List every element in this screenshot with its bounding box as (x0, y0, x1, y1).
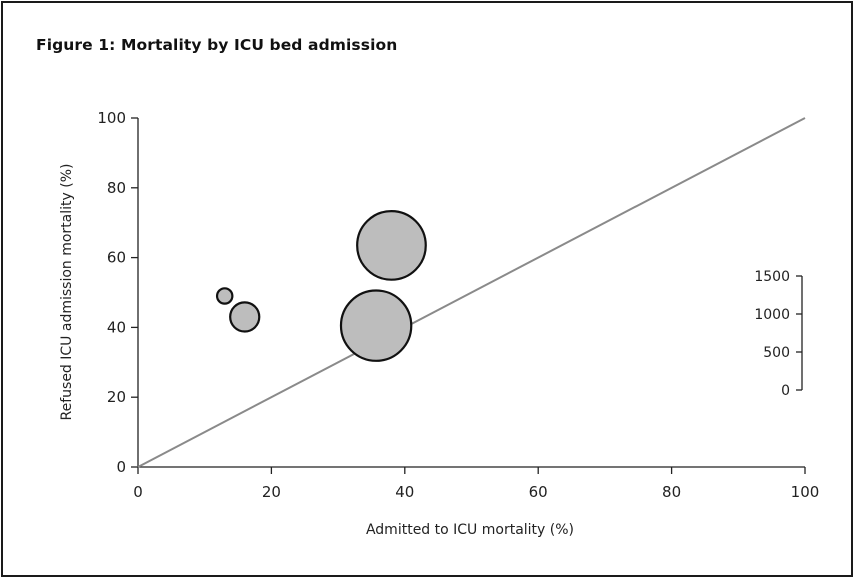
x-axis-label: Admitted to ICU mortality (%) (366, 522, 574, 538)
x-tick-label: 20 (262, 483, 281, 501)
bubble-point (215, 287, 234, 305)
y-tick-label: 40 (107, 318, 126, 336)
y-axis-label: Refused ICU admission mortality (%) (59, 164, 75, 421)
y-tick-label: 80 (107, 179, 126, 197)
size-legend: 0 500 1000 1500 (754, 269, 803, 399)
bubbles (215, 209, 427, 362)
x-tick-label: 100 (791, 483, 820, 501)
x-tick-label: 40 (395, 483, 414, 501)
size-legend-label: 1000 (754, 307, 790, 323)
size-legend-label: 500 (763, 345, 790, 361)
x-tick-label: 80 (662, 483, 681, 501)
x-tick-label: 60 (529, 483, 548, 501)
bubble-point (356, 209, 427, 281)
y-tick-label: 0 (116, 458, 126, 476)
y-tick-label: 60 (107, 249, 126, 267)
figure-title: Figure 1: Mortality by ICU bed admission (36, 36, 398, 54)
x-tick-label: 0 (133, 483, 143, 501)
reference-line (137, 117, 806, 468)
bubble-point (229, 301, 261, 333)
y-tick-label: 100 (97, 109, 126, 127)
reference-line-group (137, 117, 806, 468)
bubble-point (339, 289, 413, 362)
y-tick-label: 20 (107, 388, 126, 406)
size-legend-label: 1500 (754, 269, 790, 285)
size-legend-label: 0 (781, 383, 790, 399)
